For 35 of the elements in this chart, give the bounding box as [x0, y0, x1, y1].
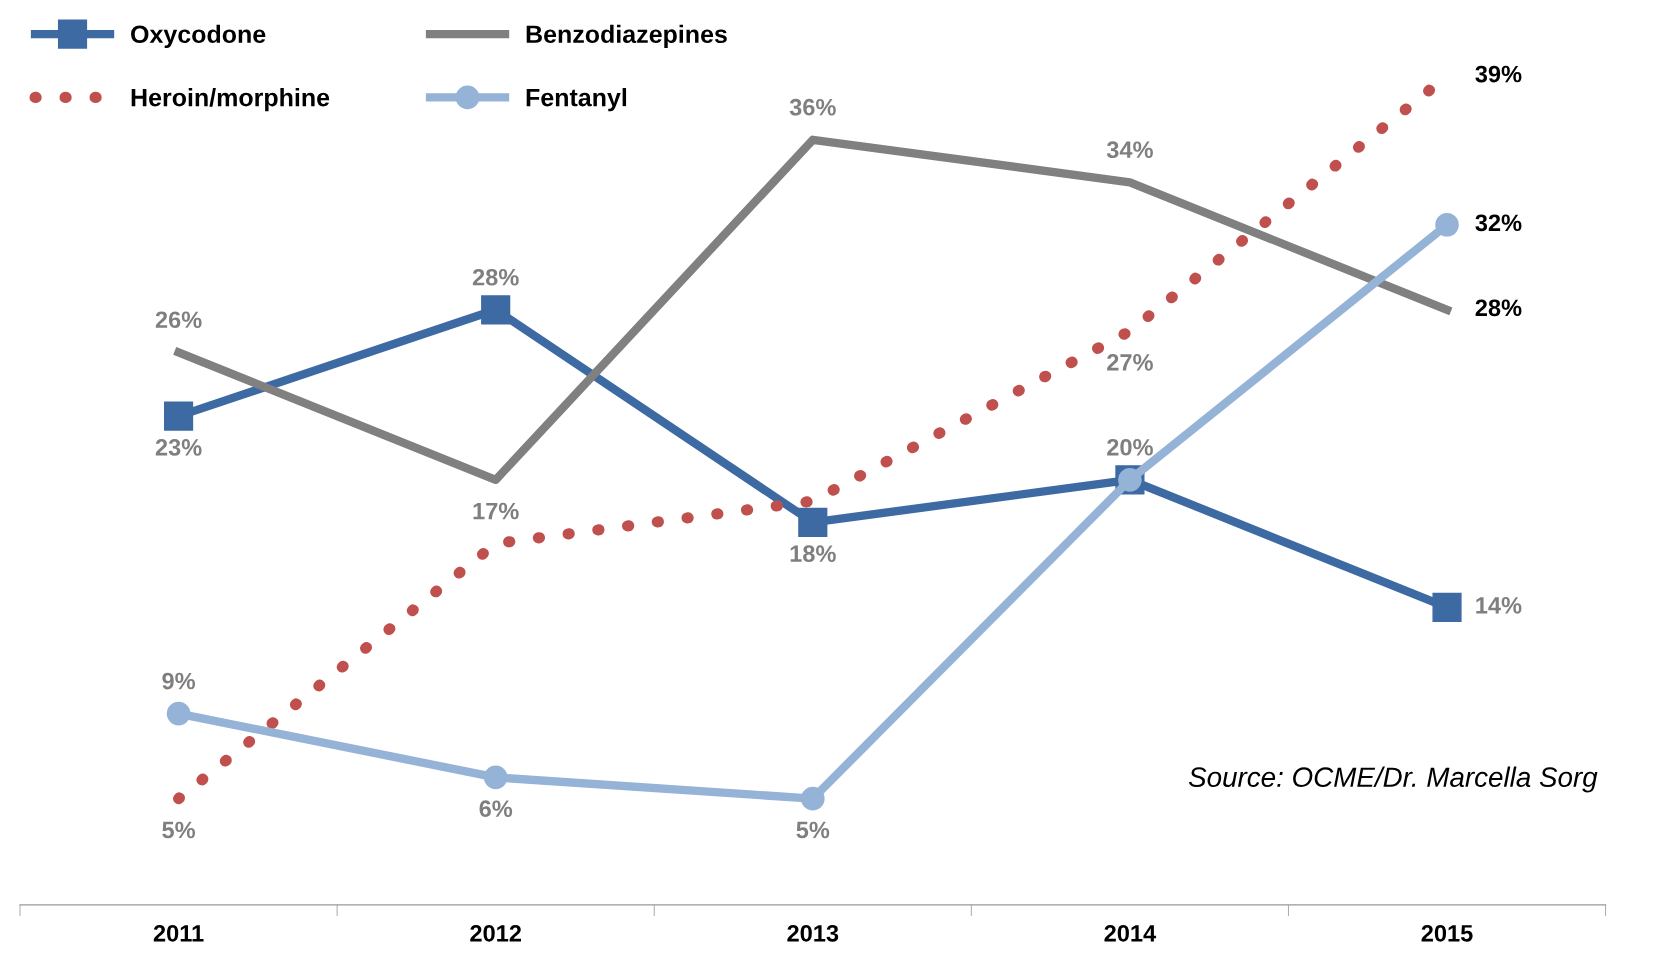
data-label: 32% — [1475, 214, 1522, 232]
x-tick-label: 2011 — [153, 924, 204, 942]
data-label: 17% — [473, 502, 519, 520]
data-label: 36% — [789, 98, 836, 116]
x-tick-label: 2012 — [470, 924, 522, 942]
data-label: 5% — [796, 821, 830, 839]
data-label: 9% — [162, 672, 196, 690]
data-label: 5% — [162, 821, 196, 839]
data-label: 14% — [1476, 597, 1522, 614]
point — [481, 295, 511, 325]
x-tick-label: 2014 — [1104, 924, 1157, 942]
x-tick-label: 2013 — [787, 924, 839, 942]
data-label: 34% — [1106, 141, 1153, 159]
legend-label: Benzodiazepines — [526, 24, 727, 49]
point — [163, 401, 194, 431]
point — [1435, 213, 1459, 237]
annotation: Source: OCME/Dr. Marcella Sorg — [1188, 766, 1598, 793]
legend-label: Oxycodone — [131, 24, 266, 49]
data-label: 6% — [479, 800, 513, 818]
data-label: 28% — [1475, 299, 1522, 317]
point — [166, 701, 191, 726]
point — [800, 786, 825, 811]
data-label: 23% — [155, 439, 202, 456]
data-label: 28% — [472, 268, 519, 286]
point — [798, 507, 828, 537]
legend-label: Fentanyl — [526, 88, 627, 112]
point — [483, 765, 508, 790]
data-label: 20% — [1107, 438, 1153, 456]
data-label: 27% — [1107, 354, 1153, 371]
legend-label: Heroin/morphine — [131, 88, 330, 112]
data-label: 39% — [1475, 65, 1522, 83]
data-label: 26% — [155, 311, 202, 329]
point — [1432, 592, 1462, 622]
data-label: 18% — [790, 545, 836, 563]
x-tick-label: 2015 — [1421, 924, 1473, 942]
